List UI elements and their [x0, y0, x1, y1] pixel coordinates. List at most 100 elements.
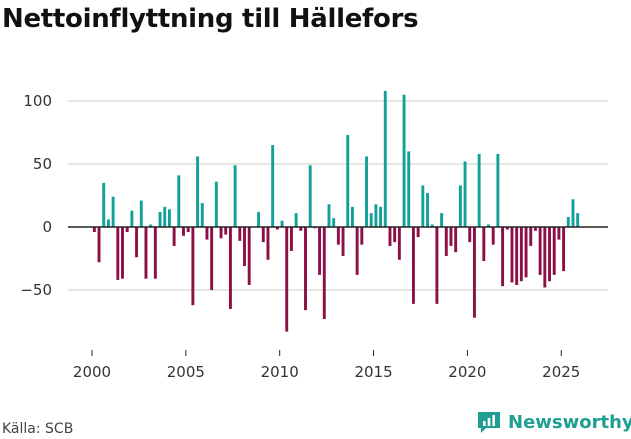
bar — [130, 210, 134, 227]
bar — [407, 151, 411, 227]
bar — [182, 227, 185, 236]
bar — [576, 213, 580, 227]
bar — [482, 227, 486, 262]
bar — [416, 227, 420, 238]
bar — [191, 227, 195, 306]
y-tick-label: 100 — [23, 92, 52, 110]
bar — [106, 219, 110, 227]
bar — [97, 227, 101, 263]
bar — [257, 211, 261, 227]
bar — [275, 227, 279, 230]
bar — [336, 227, 340, 245]
bar — [543, 227, 547, 288]
bar — [92, 227, 96, 233]
bar — [491, 227, 495, 245]
bar — [562, 227, 566, 272]
bar — [121, 227, 124, 279]
bar — [529, 227, 533, 246]
bar — [186, 227, 190, 233]
bar — [158, 211, 162, 227]
bar — [360, 227, 364, 245]
bar — [228, 227, 232, 309]
bar — [477, 153, 481, 227]
bar — [294, 213, 298, 227]
brand-name: Newsworthy — [508, 411, 631, 433]
bar — [524, 227, 528, 278]
bar — [515, 227, 519, 285]
bar — [261, 227, 265, 243]
bar — [116, 227, 120, 280]
bar — [177, 175, 181, 227]
bar — [346, 135, 350, 227]
bar — [304, 227, 307, 311]
bar — [289, 227, 293, 251]
bar — [430, 224, 434, 227]
bar — [205, 227, 209, 240]
bar — [163, 206, 167, 227]
bar — [355, 227, 359, 275]
bar — [111, 196, 115, 227]
x-tick-label: 2020 — [448, 363, 486, 381]
bar — [411, 227, 415, 304]
bar — [383, 90, 387, 227]
bar — [440, 213, 444, 227]
bar — [552, 227, 556, 275]
bar — [332, 218, 336, 227]
bar — [458, 185, 462, 227]
x-tick-label: 2025 — [542, 363, 580, 381]
bar — [463, 161, 467, 227]
x-tick-label: 2000 — [73, 363, 111, 381]
bar — [505, 227, 509, 230]
y-tick-label: −50 — [20, 281, 52, 299]
bar — [449, 227, 453, 246]
bar — [468, 227, 472, 243]
bar — [299, 227, 303, 231]
bar — [214, 181, 218, 227]
bar — [322, 227, 326, 319]
bar — [243, 227, 246, 267]
bar — [365, 156, 368, 227]
bar — [472, 227, 476, 318]
bar — [233, 165, 237, 227]
y-tick-label: 50 — [33, 155, 52, 173]
newsworthy-logo-icon — [478, 412, 500, 433]
bar — [341, 227, 345, 256]
gridlines — [68, 100, 608, 291]
bar — [327, 204, 331, 227]
bar — [496, 153, 500, 227]
bar — [557, 227, 561, 240]
bar — [548, 227, 551, 282]
bar — [219, 227, 223, 239]
bar — [538, 227, 542, 275]
bar — [397, 227, 401, 260]
bar — [510, 227, 514, 283]
bar — [369, 213, 373, 227]
bar — [238, 227, 242, 241]
bar — [139, 200, 143, 227]
brand-logo[interactable]: Newsworthy — [476, 410, 631, 434]
source-note: Källa: SCB — [2, 421, 74, 437]
bar — [379, 206, 383, 227]
bar — [271, 145, 275, 227]
bar — [167, 209, 171, 227]
bar — [571, 199, 575, 227]
bars — [92, 90, 580, 332]
x-tick-label: 2005 — [167, 363, 205, 381]
bar — [454, 227, 458, 253]
bar — [153, 227, 157, 279]
bar-chart: 100 50 0 −50 2000 2005 2010 2015 2020 2025 — [20, 90, 608, 381]
bar — [200, 203, 204, 227]
bar — [501, 227, 505, 287]
bar — [280, 220, 284, 227]
bar — [566, 216, 570, 227]
y-axis-labels: 100 50 0 −50 — [20, 92, 52, 299]
bar — [210, 227, 214, 290]
bar — [102, 182, 106, 227]
bar — [435, 227, 439, 304]
bar — [519, 227, 523, 282]
bar — [266, 227, 270, 260]
bar — [533, 227, 537, 231]
bar — [426, 192, 429, 227]
bar — [224, 227, 228, 235]
bar — [285, 227, 289, 332]
